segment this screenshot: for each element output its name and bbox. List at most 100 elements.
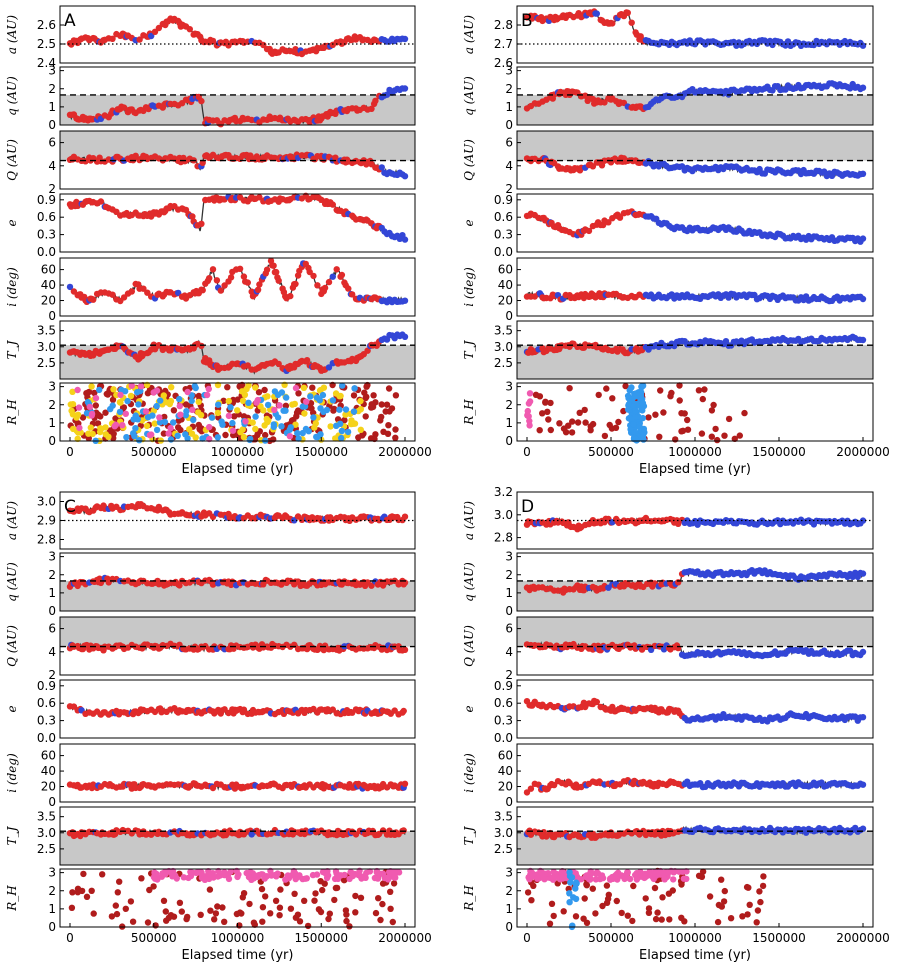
subplot: 2.53.03.5T_J <box>462 806 874 866</box>
rh-point <box>336 406 343 413</box>
rh-point <box>177 411 184 418</box>
y-tick-label: 2.7 <box>494 37 513 51</box>
axes-frame <box>516 257 874 317</box>
y-tick-label: 2.6 <box>494 56 513 70</box>
rh-point <box>289 401 296 408</box>
rh-point <box>74 386 81 394</box>
y-tick-label: 0.9 <box>494 193 513 207</box>
axes-frame <box>59 5 416 64</box>
rh-point <box>197 411 205 419</box>
rh-point <box>225 875 233 883</box>
rh-point <box>262 893 269 900</box>
rh-point <box>524 889 532 896</box>
y-axis-label: a (AU) <box>462 15 476 54</box>
rh-point <box>721 887 728 895</box>
x-tick-label: 0 <box>523 445 531 459</box>
rh-point <box>190 416 197 424</box>
y-tick-label: 3.5 <box>494 810 513 824</box>
rh-point <box>222 431 229 439</box>
rh-point <box>265 417 272 424</box>
x-tick-label: 2000000 <box>378 445 431 459</box>
rh-point <box>708 433 715 440</box>
rh-point <box>207 907 214 914</box>
rh-point <box>569 418 576 425</box>
rh-point <box>377 417 384 424</box>
y-axis-label: i (deg) <box>462 753 476 793</box>
data-point <box>221 282 228 289</box>
rh-point <box>718 903 725 910</box>
rh-point <box>144 390 152 397</box>
rh-point <box>295 435 302 442</box>
data-point <box>859 781 867 788</box>
rh-point <box>167 397 175 405</box>
rh-point <box>382 874 389 881</box>
y-axis-label: e <box>462 705 476 712</box>
rh-point <box>361 873 368 880</box>
rh-point <box>225 397 232 405</box>
rh-point <box>367 435 375 442</box>
rh-point <box>311 897 318 904</box>
data-point <box>401 646 409 653</box>
rh-point <box>301 410 308 417</box>
data-point <box>256 281 263 288</box>
rh-point <box>307 400 315 407</box>
rh-point <box>75 404 83 411</box>
data-point <box>270 262 277 269</box>
rh-point <box>556 420 563 427</box>
rh-point <box>547 426 554 434</box>
rh-point <box>725 415 733 423</box>
rh-point <box>151 875 159 882</box>
rh-point <box>534 875 541 882</box>
rh-point <box>74 435 81 442</box>
rh-point <box>308 405 315 412</box>
y-axis-label: T_J <box>462 339 476 359</box>
y-axis-label: e <box>462 219 476 226</box>
rh-point <box>378 401 385 408</box>
y-tick-label: 2 <box>48 884 56 898</box>
data-point <box>120 104 128 111</box>
data-point <box>227 274 235 281</box>
data-point <box>338 271 346 279</box>
rh-point <box>342 907 350 914</box>
rh-point <box>284 872 292 879</box>
rh-point <box>161 418 169 426</box>
y-tick-label: 3.0 <box>494 826 513 840</box>
y-tick-label: 2.5 <box>494 842 513 856</box>
rh-point <box>609 395 616 402</box>
rh-point <box>536 393 544 400</box>
y-axis-label: Q (AU) <box>462 625 476 667</box>
rh-point <box>161 413 168 421</box>
rh-point <box>69 425 77 433</box>
rh-point <box>85 388 93 396</box>
rh-point <box>649 874 657 881</box>
y-tick-label: 0 <box>505 795 513 809</box>
rh-point <box>613 897 620 905</box>
x-tick-label: 1500000 <box>295 445 348 459</box>
y-tick-label: 40 <box>498 764 513 778</box>
y-tick-label: 2.5 <box>37 842 56 856</box>
rh-point <box>684 426 692 433</box>
rh-point <box>246 436 253 444</box>
data-point <box>109 291 116 298</box>
data-point <box>601 99 608 106</box>
rh-point <box>656 433 663 440</box>
rh-point <box>227 404 234 411</box>
rh-point <box>102 431 110 438</box>
rh-point <box>195 392 202 400</box>
rh-point <box>151 420 158 427</box>
x-tick-label: 0 <box>523 931 531 945</box>
rh-point <box>348 417 355 424</box>
rh-point <box>526 390 534 397</box>
rh-point <box>187 868 194 876</box>
y-tick-label: 4 <box>48 645 56 659</box>
rh-point <box>94 420 102 427</box>
rh-point <box>645 414 652 421</box>
data-point <box>303 357 311 364</box>
rh-point <box>68 904 76 911</box>
y-tick-label: 3.0 <box>494 508 513 522</box>
rh-point <box>151 869 158 876</box>
rh-point <box>189 406 196 413</box>
